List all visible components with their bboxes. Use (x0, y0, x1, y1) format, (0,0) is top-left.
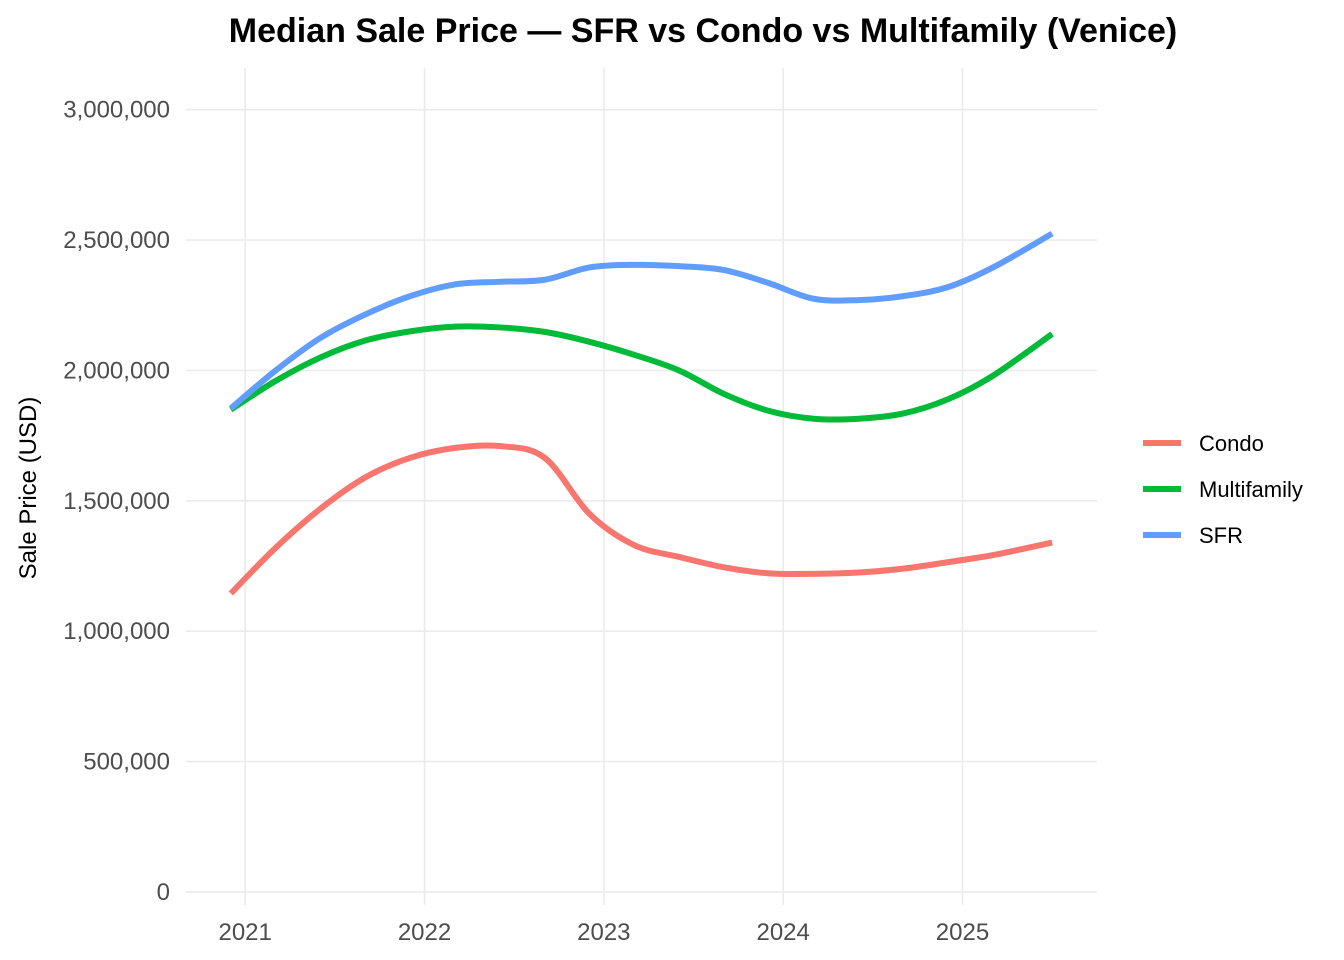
y-tick-label: 1,500,000 (63, 488, 170, 515)
legend-label-sfr: SFR (1199, 523, 1243, 548)
y-axis-ticks: 0 500,000 1,000,000 1,500,000 2,000,000 2,500… (63, 97, 170, 906)
x-tick-label: 2022 (398, 919, 451, 946)
legend: Condo Multifamily SFR (1143, 431, 1303, 548)
y-tick-label: 3,000,000 (63, 97, 170, 124)
y-tick-label: 500,000 (83, 749, 170, 776)
legend-label-multifamily: Multifamily (1199, 477, 1303, 502)
series-lines (228, 230, 1054, 596)
x-axis-ticks: 2021 2022 2023 2024 2025 (218, 919, 989, 946)
series-line-sfr (228, 230, 1054, 411)
y-tick-label: 2,000,000 (63, 357, 170, 384)
series-line-condo (228, 442, 1053, 596)
series-line-multifamily (229, 323, 1054, 423)
y-tick-label: 0 (157, 879, 170, 906)
chart-title: Median Sale Price — SFR vs Condo vs Mult… (229, 12, 1177, 50)
x-tick-label: 2023 (577, 919, 630, 946)
x-tick-label: 2025 (936, 919, 989, 946)
y-tick-label: 1,000,000 (63, 618, 170, 645)
y-axis-title: Sale Price (USD) (15, 397, 42, 580)
x-tick-label: 2024 (756, 919, 809, 946)
y-tick-label: 2,500,000 (63, 227, 170, 254)
legend-label-condo: Condo (1199, 431, 1264, 456)
gridlines (186, 68, 1097, 905)
x-tick-label: 2021 (218, 919, 271, 946)
